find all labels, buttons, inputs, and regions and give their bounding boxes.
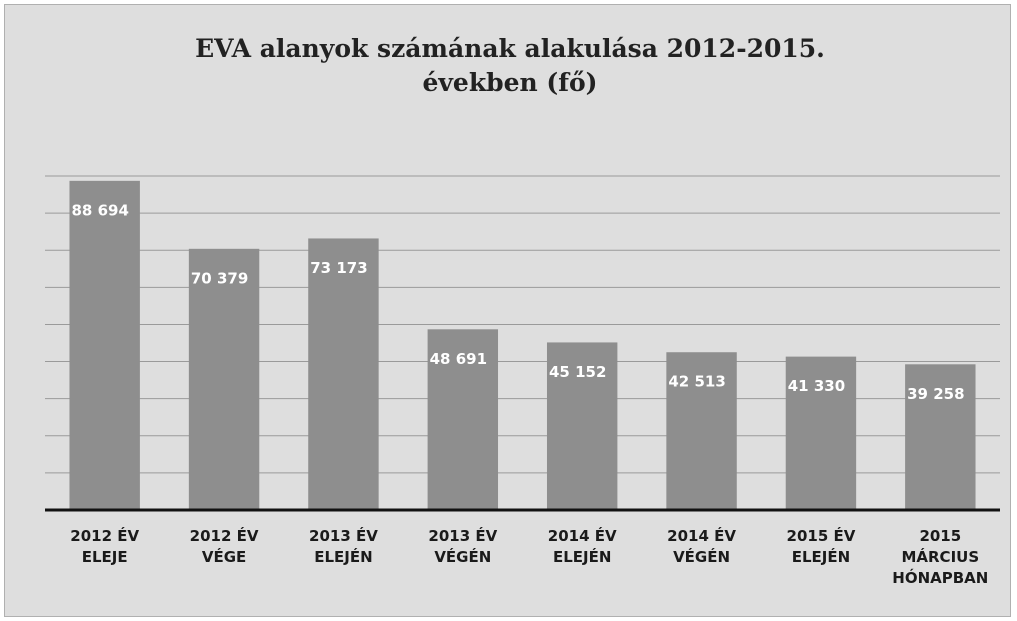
bar <box>69 180 140 510</box>
bar <box>308 238 379 510</box>
data-label: 42 513 <box>668 373 725 391</box>
chart-title: EVA alanyok számának alakulása 2012-2015… <box>195 34 825 97</box>
x-tick-label: 2014 ÉV VÉGÉN <box>667 527 736 566</box>
bar <box>188 248 260 510</box>
data-label: 41 330 <box>788 377 845 395</box>
data-label: 70 379 <box>191 269 248 287</box>
x-tick-label: 2012 ÉV ELEJE <box>70 527 140 566</box>
chart-background <box>4 4 1011 617</box>
data-label: 73 173 <box>310 259 367 277</box>
data-label: 39 258 <box>907 385 964 403</box>
bar <box>785 356 857 510</box>
x-tick-label: 2012 ÉV VÉGE <box>189 527 259 566</box>
bar <box>905 364 976 510</box>
bar <box>666 352 737 510</box>
data-label: 45 152 <box>549 363 606 381</box>
x-tick-label: 2015 ÉV ELEJÉN <box>786 527 856 566</box>
x-tick-label: 2013 ÉV ELEJÉN <box>309 527 378 566</box>
x-tick-label: 2014 ÉV ELEJÉN <box>547 527 617 566</box>
bar <box>546 342 618 510</box>
bar <box>427 329 499 510</box>
x-tick-label: 2013 ÉV VÉGÉN <box>428 527 498 566</box>
data-label: 48 691 <box>430 350 487 368</box>
x-tick-label: 2015 MÁRCIUS HÓNAPBAN <box>892 527 989 587</box>
data-label: 88 694 <box>71 201 128 219</box>
